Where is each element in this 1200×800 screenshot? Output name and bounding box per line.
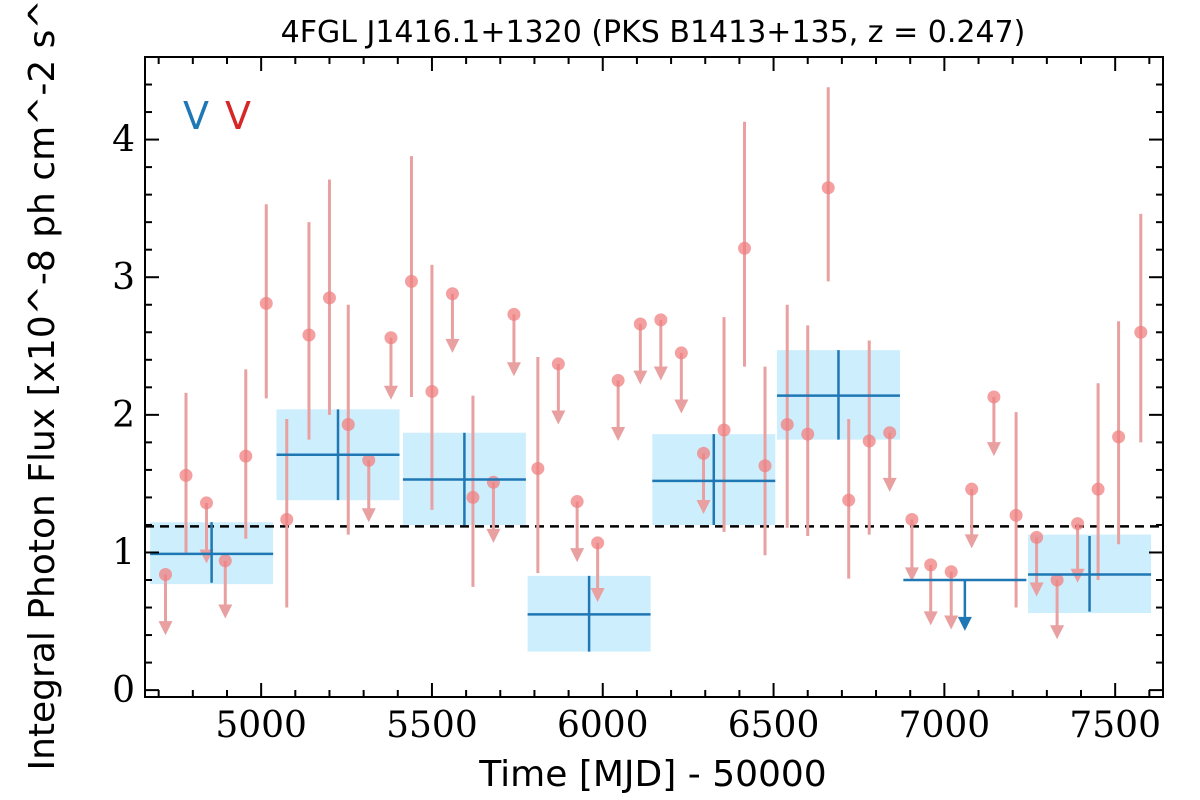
point-ul-arrow-23 xyxy=(633,370,648,385)
chart-title: 4FGL J1416.1+1320 (PKS B1413+135, z = 0.… xyxy=(281,15,1026,50)
point-ul-arrow-16 xyxy=(486,528,501,543)
point-ul-arrow-35 xyxy=(882,477,897,492)
point-marker-34 xyxy=(862,434,876,448)
point-marker-46 xyxy=(1112,430,1126,444)
point-ul-arrow-17 xyxy=(506,362,521,377)
point-ul-arrow-40 xyxy=(986,442,1001,457)
y-tick-label: 4 xyxy=(112,120,135,161)
point-marker-2 xyxy=(199,496,213,510)
point-ul-arrow-19 xyxy=(551,410,566,425)
point-ul-arrow-25 xyxy=(674,399,689,414)
point-ul-arrow-43 xyxy=(1050,625,1065,640)
point-ul-arrow-24 xyxy=(653,366,668,381)
point-marker-32 xyxy=(821,181,835,195)
point-marker-43 xyxy=(1050,573,1064,587)
point-ul-arrow-26 xyxy=(696,499,711,514)
point-marker-14 xyxy=(445,287,459,301)
point-ul-arrow-37 xyxy=(923,611,938,626)
plot-area: 5000 5500 6000 6500 7000 7500 0 1 2 3 4 xyxy=(112,56,1164,746)
point-ul-arrow-36 xyxy=(904,567,919,582)
point-marker-38 xyxy=(944,565,958,579)
point-marker-8 xyxy=(322,291,336,305)
point-marker-35 xyxy=(883,426,897,440)
point-marker-16 xyxy=(486,475,500,489)
point-marker-1 xyxy=(179,468,193,482)
x-tick-label: 6000 xyxy=(557,705,649,746)
point-marker-42 xyxy=(1030,530,1044,544)
point-marker-4 xyxy=(239,449,253,463)
legend-entry-0: V xyxy=(183,94,209,138)
point-marker-7 xyxy=(302,328,316,342)
point-marker-25 xyxy=(674,346,688,360)
x-tick-label: 7500 xyxy=(1069,705,1161,746)
point-marker-18 xyxy=(531,462,545,476)
point-marker-22 xyxy=(611,373,625,387)
plot-frame xyxy=(144,56,1164,698)
point-marker-12 xyxy=(404,274,418,288)
y-tick-label: 2 xyxy=(112,395,135,436)
point-marker-9 xyxy=(341,417,355,431)
point-marker-20 xyxy=(570,495,584,509)
y-axis-label: Integral Photon Flux [x10^-8 ph cm^-2 s^… xyxy=(22,0,63,771)
point-marker-0 xyxy=(158,568,172,582)
point-marker-44 xyxy=(1071,517,1085,531)
y-tick-label: 1 xyxy=(112,532,135,573)
point-marker-36 xyxy=(905,512,919,526)
y-tick-label: 0 xyxy=(112,670,135,711)
binned-ul-arrow-6 xyxy=(957,616,972,631)
point-ul-arrow-22 xyxy=(611,427,626,441)
point-ul-arrow-0 xyxy=(158,621,173,636)
point-ul-arrow-20 xyxy=(570,548,585,563)
point-marker-30 xyxy=(780,417,794,431)
x-axis-label: Time [MJD] - 50000 xyxy=(478,754,826,795)
x-tick-label: 6500 xyxy=(728,705,820,746)
point-ul-arrow-38 xyxy=(944,615,959,630)
point-marker-3 xyxy=(218,554,232,568)
point-marker-41 xyxy=(1009,508,1023,522)
point-ul-arrow-39 xyxy=(964,534,979,549)
point-marker-33 xyxy=(842,493,856,507)
point-marker-17 xyxy=(507,307,521,321)
point-marker-29 xyxy=(738,241,752,255)
y-tick-label: 3 xyxy=(112,257,135,298)
point-marker-23 xyxy=(633,317,647,331)
point-marker-19 xyxy=(551,357,565,371)
point-marker-31 xyxy=(801,427,815,441)
point-marker-47 xyxy=(1134,325,1148,339)
point-marker-37 xyxy=(924,558,938,572)
point-marker-28 xyxy=(758,459,772,473)
point-marker-45 xyxy=(1091,482,1105,496)
point-marker-27 xyxy=(717,423,731,437)
point-marker-10 xyxy=(362,453,376,467)
point-ul-arrow-11 xyxy=(383,385,398,400)
point-ul-arrow-21 xyxy=(590,588,605,603)
point-marker-6 xyxy=(280,512,294,526)
point-marker-21 xyxy=(591,536,605,550)
x-tick-label: 5000 xyxy=(215,705,307,746)
x-tick-label: 5500 xyxy=(386,705,478,746)
point-marker-39 xyxy=(965,482,979,496)
point-ul-arrow-42 xyxy=(1029,582,1044,597)
point-marker-15 xyxy=(466,490,480,504)
point-marker-24 xyxy=(654,313,668,327)
point-marker-13 xyxy=(425,384,439,398)
point-ul-arrow-44 xyxy=(1070,568,1085,583)
legend-entry-1: V xyxy=(225,94,251,138)
point-marker-26 xyxy=(697,446,711,460)
point-marker-5 xyxy=(259,296,273,310)
point-ul-arrow-14 xyxy=(445,338,460,353)
point-ul-arrow-10 xyxy=(361,508,376,523)
point-marker-40 xyxy=(987,390,1001,404)
point-ul-arrow-3 xyxy=(218,604,233,619)
x-tick-label: 7000 xyxy=(899,705,991,746)
point-marker-11 xyxy=(384,331,398,345)
